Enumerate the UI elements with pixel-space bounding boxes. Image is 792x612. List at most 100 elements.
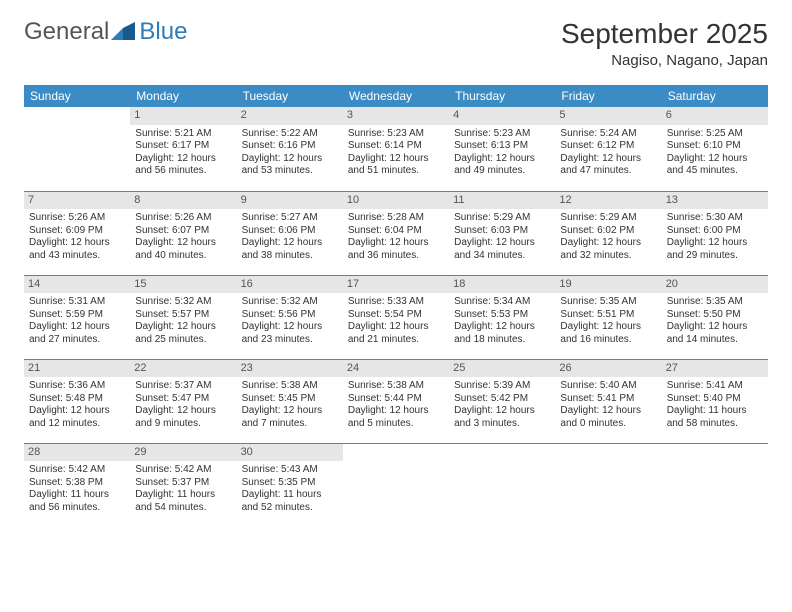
daylight-text: Daylight: 12 hours [560,321,656,334]
calendar-day-cell: 7Sunrise: 5:26 AMSunset: 6:09 PMDaylight… [24,191,130,275]
calendar-week-row: 7Sunrise: 5:26 AMSunset: 6:09 PMDaylight… [24,191,768,275]
day-number: 21 [24,360,130,378]
calendar-day-cell: 25Sunrise: 5:39 AMSunset: 5:42 PMDayligh… [449,359,555,443]
daylight-text: and 0 minutes. [560,418,656,431]
daylight-text: and 49 minutes. [454,165,550,178]
day-number: 19 [555,276,661,294]
sunset-text: Sunset: 6:09 PM [29,225,125,238]
day-number: 18 [449,276,555,294]
day-number: 20 [662,276,768,294]
weekday-header: Tuesday [237,85,343,107]
calendar-day-cell: 13Sunrise: 5:30 AMSunset: 6:00 PMDayligh… [662,191,768,275]
weekday-header: Wednesday [343,85,449,107]
calendar-day-cell: 20Sunrise: 5:35 AMSunset: 5:50 PMDayligh… [662,275,768,359]
sunrise-text: Sunrise: 5:21 AM [135,128,231,141]
daylight-text: and 12 minutes. [29,418,125,431]
calendar-week-row: 28Sunrise: 5:42 AMSunset: 5:38 PMDayligh… [24,443,768,527]
sunset-text: Sunset: 5:40 PM [667,393,763,406]
sunset-text: Sunset: 6:14 PM [348,140,444,153]
sunset-text: Sunset: 5:42 PM [454,393,550,406]
calendar-week-row: 1 Sunrise: 5:21 AMSunset: 6:17 PM Daylight… [24,107,768,191]
calendar-header-row: SundayMondayTuesdayWednesdayThursdayFrid… [24,85,768,107]
calendar-day-cell: 30Sunrise: 5:43 AMSunset: 5:35 PMDayligh… [237,443,343,527]
daylight-text: and 56 minutes. [135,165,231,178]
sunset-text: Sunset: 6:02 PM [560,225,656,238]
calendar-day-cell [555,443,661,527]
day-number: 1 [130,107,236,125]
sunrise-text: Sunrise: 5:38 AM [348,380,444,393]
sunrise-text: Sunrise: 5:23 AM [454,128,550,141]
day-number: 25 [449,360,555,378]
sunset-text: Sunset: 6:16 PM [242,140,338,153]
sunrise-text: Sunrise: 5:31 AM [29,296,125,309]
sunset-text: Sunset: 5:44 PM [348,393,444,406]
calendar-day-cell: 17Sunrise: 5:33 AMSunset: 5:54 PMDayligh… [343,275,449,359]
daylight-text: and 47 minutes. [560,165,656,178]
sunrise-text: Sunrise: 5:29 AM [560,212,656,225]
calendar-day-cell: 26Sunrise: 5:40 AMSunset: 5:41 PMDayligh… [555,359,661,443]
day-number: 30 [237,444,343,462]
sunset-text: Sunset: 5:38 PM [29,477,125,490]
sunset-text: Sunset: 6:17 PM [135,140,231,153]
sunrise-text: Sunrise: 5:42 AM [135,464,231,477]
day-number: 16 [237,276,343,294]
day-number: 23 [237,360,343,378]
sunrise-text: Sunrise: 5:34 AM [454,296,550,309]
sunset-text: Sunset: 5:50 PM [667,309,763,322]
sunrise-text: Sunrise: 5:41 AM [667,380,763,393]
daylight-text: and 18 minutes. [454,334,550,347]
daylight-text: Daylight: 12 hours [667,153,763,166]
day-number: 26 [555,360,661,378]
sunset-text: Sunset: 5:57 PM [135,309,231,322]
sunset-text: Sunset: 5:59 PM [29,309,125,322]
daylight-text: Daylight: 12 hours [560,153,656,166]
daylight-text: Daylight: 12 hours [135,237,231,250]
daylight-text: Daylight: 12 hours [348,153,444,166]
sunrise-text: Sunrise: 5:30 AM [667,212,763,225]
calendar-day-cell [343,443,449,527]
calendar-day-cell: 29Sunrise: 5:42 AMSunset: 5:37 PMDayligh… [130,443,236,527]
sunset-text: Sunset: 5:53 PM [454,309,550,322]
daylight-text: and 54 minutes. [135,502,231,515]
daylight-text: Daylight: 12 hours [242,321,338,334]
daylight-text: Daylight: 12 hours [348,405,444,418]
daylight-text: and 56 minutes. [29,502,125,515]
weekday-header: Thursday [449,85,555,107]
day-number: 29 [130,444,236,462]
daylight-text: and 7 minutes. [242,418,338,431]
logo-mark-icon [111,22,137,42]
calendar-day-cell: 19Sunrise: 5:35 AMSunset: 5:51 PMDayligh… [555,275,661,359]
sunrise-text: Sunrise: 5:27 AM [242,212,338,225]
calendar-day-cell: 2Sunrise: 5:22 AMSunset: 6:16 PMDaylight… [237,107,343,191]
daylight-text: Daylight: 11 hours [29,489,125,502]
sunrise-text: Sunrise: 5:33 AM [348,296,444,309]
calendar-day-cell: 15Sunrise: 5:32 AMSunset: 5:57 PMDayligh… [130,275,236,359]
day-number: 8 [130,192,236,210]
daylight-text: Daylight: 12 hours [560,405,656,418]
daylight-text: and 14 minutes. [667,334,763,347]
page: General Blue September 2025 Nagiso, Naga… [0,0,792,545]
sunrise-text: Sunrise: 5:32 AM [242,296,338,309]
sunrise-text: Sunrise: 5:28 AM [348,212,444,225]
sunset-text: Sunset: 5:45 PM [242,393,338,406]
sunrise-text: Sunrise: 5:24 AM [560,128,656,141]
calendar-day-cell: 11Sunrise: 5:29 AMSunset: 6:03 PMDayligh… [449,191,555,275]
day-number: 13 [662,192,768,210]
daylight-text: Daylight: 12 hours [454,321,550,334]
daylight-text: and 25 minutes. [135,334,231,347]
sunset-text: Sunset: 5:37 PM [135,477,231,490]
sunset-text: Sunset: 6:07 PM [135,225,231,238]
sunrise-text: Sunrise: 5:35 AM [560,296,656,309]
day-number: 24 [343,360,449,378]
day-number: 10 [343,192,449,210]
calendar-day-cell: 12Sunrise: 5:29 AMSunset: 6:02 PMDayligh… [555,191,661,275]
calendar-day-cell: 24 Sunrise: 5:38 AMSunset: 5:44 PMDayligh… [343,359,449,443]
weekday-header: Saturday [662,85,768,107]
daylight-text: and 45 minutes. [667,165,763,178]
daylight-text: Daylight: 12 hours [29,237,125,250]
sunrise-text: Sunrise: 5:32 AM [135,296,231,309]
daylight-text: Daylight: 12 hours [135,321,231,334]
calendar-day-cell: 8Sunrise: 5:26 AMSunset: 6:07 PMDaylight… [130,191,236,275]
sunset-text: Sunset: 6:06 PM [242,225,338,238]
calendar-day-cell: 22Sunrise: 5:37 AMSunset: 5:47 PMDayligh… [130,359,236,443]
